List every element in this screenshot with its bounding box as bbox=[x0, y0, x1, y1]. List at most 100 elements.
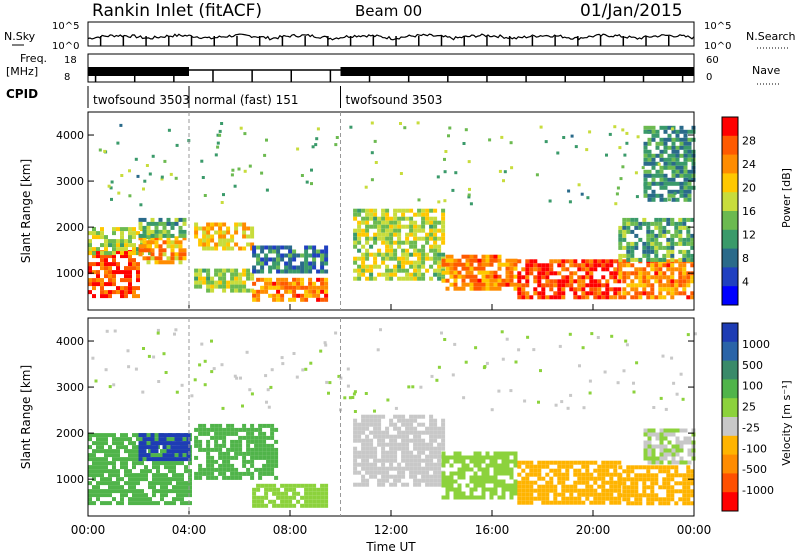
data-cell bbox=[589, 488, 594, 493]
data-cell bbox=[417, 454, 422, 459]
data-cell bbox=[198, 284, 203, 289]
data-cell bbox=[413, 272, 418, 277]
data-cell bbox=[646, 275, 651, 280]
data-cell bbox=[124, 250, 128, 255]
data-cell bbox=[433, 454, 438, 459]
data-cell bbox=[276, 491, 281, 496]
data-cell bbox=[361, 482, 366, 487]
data-cell bbox=[193, 378, 197, 382]
data-cell bbox=[220, 201, 224, 204]
data-cell bbox=[104, 368, 108, 372]
data-cell bbox=[210, 226, 215, 231]
data-cell bbox=[128, 453, 132, 458]
data-cell bbox=[429, 446, 434, 451]
data-cell bbox=[638, 221, 643, 226]
freq-label-1: Freq. bbox=[20, 52, 47, 65]
data-cell bbox=[210, 276, 215, 281]
data-cell bbox=[142, 217, 147, 222]
data-cell bbox=[308, 495, 313, 500]
data-cell bbox=[373, 139, 377, 143]
data-cell bbox=[124, 481, 128, 486]
data-cell bbox=[252, 491, 257, 496]
data-cell bbox=[200, 342, 204, 346]
data-cell bbox=[100, 441, 104, 446]
data-cell bbox=[445, 487, 450, 492]
data-cell bbox=[108, 294, 112, 299]
data-cell bbox=[88, 469, 92, 474]
data-cell bbox=[577, 468, 582, 473]
data-cell bbox=[413, 252, 418, 257]
data-cell bbox=[634, 245, 639, 250]
data-cell bbox=[671, 189, 676, 194]
data-cell bbox=[429, 224, 434, 229]
data-cell bbox=[170, 240, 175, 245]
data-cell bbox=[104, 290, 108, 295]
data-cell bbox=[128, 481, 132, 486]
data-cell bbox=[545, 295, 550, 300]
data-cell bbox=[481, 258, 486, 263]
data-cell bbox=[151, 154, 155, 158]
data-cell bbox=[634, 489, 639, 494]
data-cell bbox=[280, 277, 285, 282]
data-cell bbox=[214, 439, 219, 444]
data-cell bbox=[401, 212, 406, 217]
data-cell bbox=[634, 221, 639, 226]
data-cell bbox=[613, 275, 618, 280]
data-cell bbox=[683, 161, 688, 166]
data-cell bbox=[136, 477, 140, 482]
data-cell bbox=[104, 449, 108, 454]
data-cell bbox=[256, 487, 261, 492]
data-cell bbox=[525, 275, 530, 280]
data-cell bbox=[374, 161, 378, 164]
data-cell bbox=[397, 430, 402, 435]
data-cell bbox=[497, 286, 502, 291]
data-cell bbox=[381, 474, 386, 479]
data-cell bbox=[365, 220, 370, 225]
data-cell bbox=[389, 244, 394, 249]
data-cell bbox=[429, 434, 434, 439]
data-cell bbox=[485, 487, 490, 492]
data-cell bbox=[361, 256, 366, 261]
data-cell bbox=[671, 169, 676, 174]
data-cell bbox=[497, 266, 502, 271]
data-cell bbox=[124, 465, 128, 470]
data-cell bbox=[276, 503, 281, 508]
data-cell bbox=[389, 272, 394, 277]
data-cell bbox=[88, 266, 92, 271]
data-cell bbox=[140, 501, 144, 506]
data-cell bbox=[308, 261, 313, 266]
data-cell bbox=[397, 240, 402, 245]
data-cell bbox=[601, 480, 606, 485]
data-cell bbox=[679, 161, 684, 166]
data-cell bbox=[667, 428, 672, 433]
data-cell bbox=[658, 287, 663, 292]
data-cell bbox=[421, 236, 426, 241]
data-cell bbox=[417, 466, 422, 471]
data-cell bbox=[561, 496, 566, 501]
data-cell bbox=[429, 466, 434, 471]
data-cell bbox=[222, 455, 227, 460]
data-cell bbox=[222, 451, 227, 456]
data-cell bbox=[88, 433, 92, 438]
data-cell bbox=[597, 500, 602, 505]
data-cell bbox=[655, 173, 660, 178]
data-cell bbox=[140, 473, 144, 478]
data-cell bbox=[409, 276, 414, 281]
data-cell bbox=[489, 463, 494, 468]
data-cell bbox=[573, 472, 578, 477]
data-cell bbox=[230, 246, 235, 251]
data-cell bbox=[214, 443, 219, 448]
data-cell bbox=[662, 225, 667, 230]
data-cell bbox=[108, 433, 112, 438]
data-cell bbox=[397, 244, 402, 249]
data-cell bbox=[389, 446, 394, 451]
data-cell bbox=[144, 457, 148, 462]
data-cell bbox=[671, 177, 676, 182]
data-cell bbox=[116, 437, 120, 442]
data-cell bbox=[158, 244, 163, 249]
data-cell bbox=[525, 472, 530, 477]
data-cell bbox=[593, 291, 598, 296]
data-cell bbox=[413, 276, 418, 281]
data-cell bbox=[138, 453, 143, 458]
data-cell bbox=[659, 125, 664, 130]
